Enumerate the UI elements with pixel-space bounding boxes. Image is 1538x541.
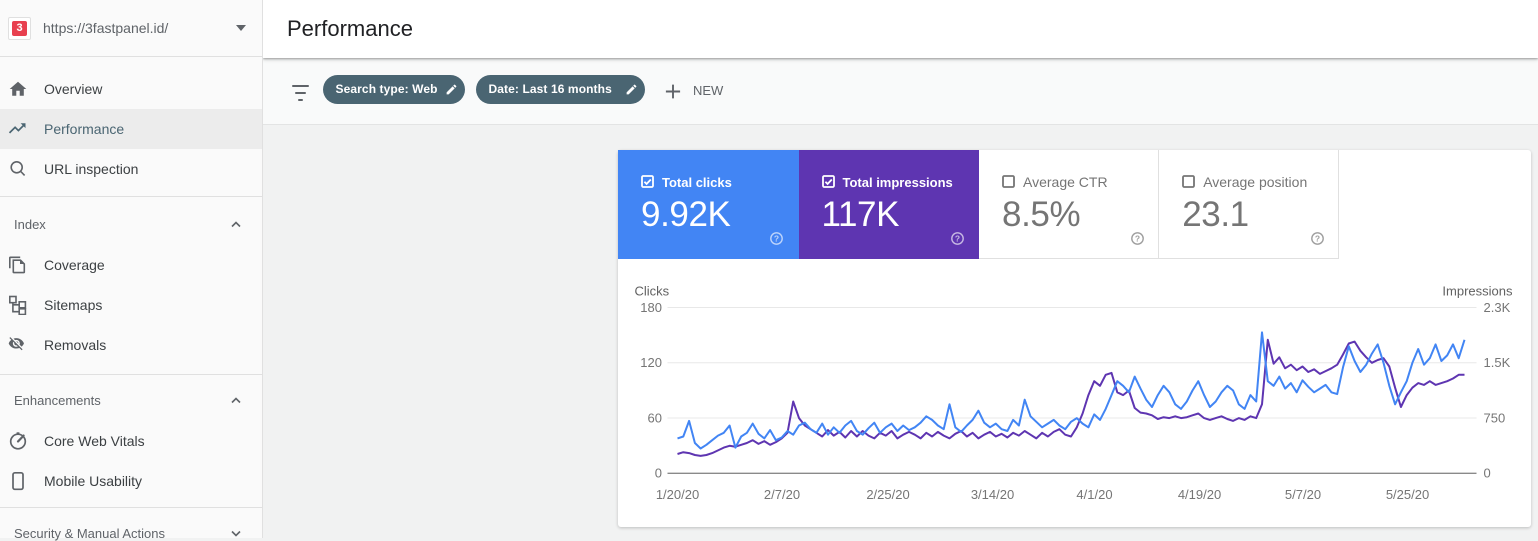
svg-text:4/19/20: 4/19/20 (1178, 487, 1221, 502)
svg-text:?: ? (1135, 233, 1140, 243)
svg-text:5/25/20: 5/25/20 (1386, 487, 1429, 502)
svg-text:2/25/20: 2/25/20 (866, 487, 909, 502)
svg-text:?: ? (954, 233, 959, 243)
svg-text:180: 180 (640, 300, 662, 315)
svg-text:0: 0 (655, 466, 662, 481)
svg-text:2.3K: 2.3K (1484, 300, 1511, 315)
svg-text:3/14/20: 3/14/20 (971, 487, 1014, 502)
svg-text:120: 120 (640, 355, 662, 370)
svg-text:5/7/20: 5/7/20 (1285, 487, 1321, 502)
svg-text:2/7/20: 2/7/20 (764, 487, 800, 502)
svg-text:750: 750 (1484, 410, 1506, 425)
svg-text:?: ? (774, 233, 779, 243)
svg-text:0: 0 (1484, 466, 1491, 481)
svg-text:4/1/20: 4/1/20 (1076, 487, 1112, 502)
svg-text:Clicks: Clicks (635, 283, 670, 298)
svg-text:1/20/20: 1/20/20 (656, 487, 699, 502)
svg-text:?: ? (1315, 233, 1320, 243)
svg-text:Impressions: Impressions (1442, 283, 1513, 298)
svg-text:60: 60 (648, 410, 662, 425)
svg-text:1.5K: 1.5K (1484, 355, 1511, 370)
